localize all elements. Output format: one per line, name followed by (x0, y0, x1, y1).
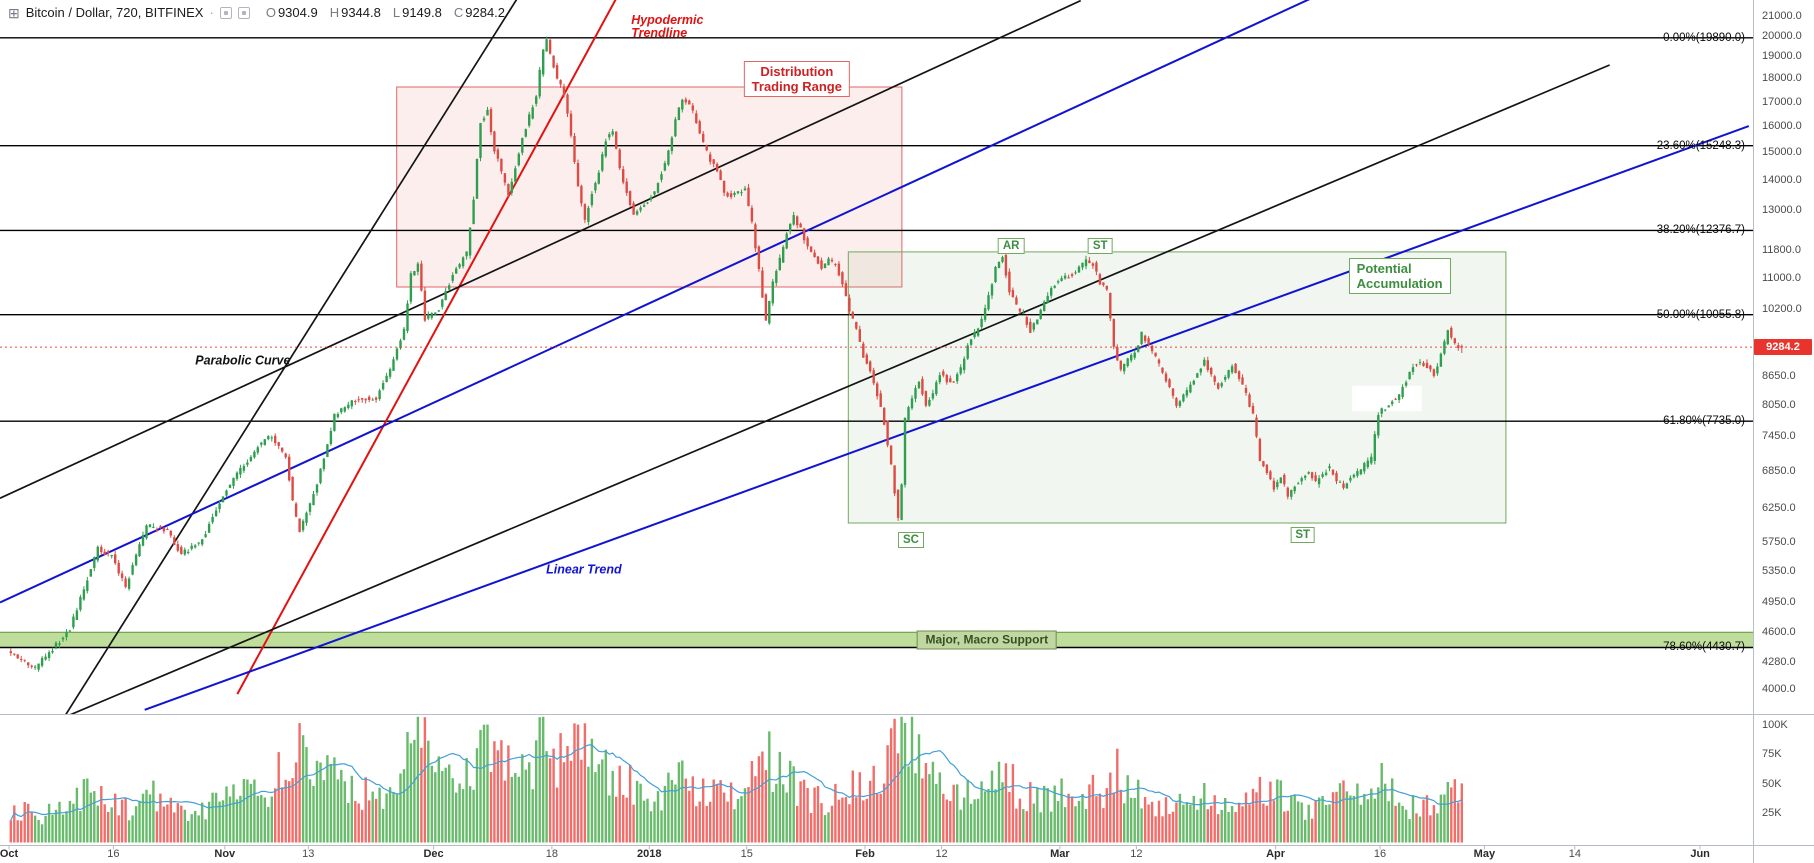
volume-ma-line (10, 744, 1463, 821)
main-pane (0, 0, 1753, 717)
eye-icon[interactable] (219, 6, 232, 19)
price-tick-label: 11800.0 (1762, 243, 1801, 256)
price-tick-label: 8650.0 (1762, 369, 1796, 382)
legend-separator: · (209, 5, 214, 20)
time-axis-label: May (1473, 848, 1496, 860)
close-number: 9284.2 (465, 5, 506, 20)
price-tick-label: 4000.0 (1762, 682, 1796, 695)
time-axis-label: 2018 (637, 848, 662, 860)
time-axis-label: Dec (423, 848, 444, 860)
volume-pane (9, 716, 1463, 843)
time-axis-label: 16 (107, 848, 120, 860)
mid-black-trendline[interactable] (0, 0, 1082, 499)
price-tick-label: 8050.0 (1762, 399, 1796, 412)
up-candles (33, 39, 1449, 670)
volume-tick-label: 100K (1762, 719, 1788, 732)
time-axis-label: 13 (302, 848, 315, 860)
time-axis-label: Jun (1690, 848, 1710, 860)
price-axis[interactable]: 21000.0 20000.0 19000.0 18000.0 17000.0 16000… (1754, 0, 1814, 863)
time-axis-label: Mar (1050, 848, 1070, 860)
price-tick-label: 4280.0 (1762, 655, 1796, 668)
price-tick-label: 5750.0 (1762, 535, 1796, 548)
time-axis[interactable]: Oct 16 Nov 13 Dec 18 2018 15 Feb 12 Mar 12 Apr 16 May 1… (0, 845, 1814, 863)
open-value: O 9304.9 (266, 5, 318, 20)
time-axis-label: 18 (545, 848, 558, 860)
price-tick-label: 16000.0 (1762, 120, 1802, 133)
current-price-badge: 9284.2 (1754, 339, 1812, 356)
price-tick-label: 19000.0 (1762, 50, 1802, 63)
low-value: L 9149.8 (393, 5, 442, 20)
time-axis-label: Apr (1266, 848, 1286, 860)
time-axis-label: 16 (1373, 848, 1387, 860)
close-value: C 9284.2 (454, 5, 505, 20)
price-tick-label: 20000.0 (1762, 29, 1802, 42)
price-tick-label: 6250.0 (1762, 501, 1796, 514)
volume-tick-label: 25K (1762, 807, 1782, 820)
camera-icon[interactable] (237, 6, 250, 19)
price-tick-label: 4600.0 (1762, 626, 1796, 639)
white-label-patch (1352, 385, 1422, 412)
open-number: 9304.9 (277, 5, 318, 20)
price-tick-label: 15000.0 (1762, 146, 1802, 159)
price-tick-label: 17000.0 (1762, 95, 1802, 108)
price-tick-label: 6850.0 (1762, 464, 1796, 477)
high-label: H (329, 5, 340, 20)
price-tick-label: 18000.0 (1762, 72, 1802, 85)
distribution-range-box[interactable] (396, 86, 903, 288)
close-label: C (453, 5, 464, 20)
hypodermic-trendline[interactable] (236, 0, 620, 695)
symbol-title[interactable]: Bitcoin / Dollar, 720, BITFINEX (25, 5, 204, 20)
high-number: 9344.8 (341, 5, 381, 20)
low-label: L (392, 5, 401, 20)
linear-trend-line[interactable] (144, 125, 1750, 711)
long-black-trendline[interactable] (64, 64, 1610, 717)
parabolic-fan-steep-line[interactable] (64, 0, 518, 717)
macro-support-band[interactable] (0, 632, 1753, 648)
price-tick-label: 14000.0 (1762, 174, 1802, 187)
price-tick-label: 13000.0 (1762, 204, 1802, 217)
grid-layout-icon[interactable]: ⊞ (8, 4, 20, 21)
volume-bars (9, 716, 1463, 843)
open-label: O (265, 5, 276, 20)
price-tick-label: 4950.0 (1762, 596, 1796, 609)
time-axis-label: Feb (855, 848, 875, 860)
price-tick-label: 10200.0 (1762, 302, 1802, 315)
volume-tick-label: 75K (1762, 748, 1782, 761)
time-axis-label: Nov (214, 848, 236, 860)
ohlc-values: O 9304.9 H 9344.8 L 9149.8 C 9284.2 (266, 5, 505, 20)
high-value: H 9344.8 (330, 5, 381, 20)
price-tick-label: 21000.0 (1762, 9, 1802, 22)
low-number: 9149.8 (402, 5, 442, 20)
chart-legend: ⊞ Bitcoin / Dollar, 720, BITFINEX · O 930… (8, 5, 505, 20)
time-axis-label: 15 (740, 848, 753, 860)
down-candles (9, 39, 1463, 667)
volume-tick-label: 50K (1762, 777, 1782, 790)
time-axis-label: 12 (1130, 848, 1143, 860)
price-tick-label: 11000.0 (1762, 272, 1801, 285)
time-axis-label: 12 (935, 848, 948, 860)
price-tick-label: 5350.0 (1762, 564, 1796, 577)
time-axis-label: Oct (0, 848, 19, 860)
price-tick-label: 7450.0 (1762, 430, 1796, 443)
time-axis-label: 14 (1568, 848, 1581, 860)
